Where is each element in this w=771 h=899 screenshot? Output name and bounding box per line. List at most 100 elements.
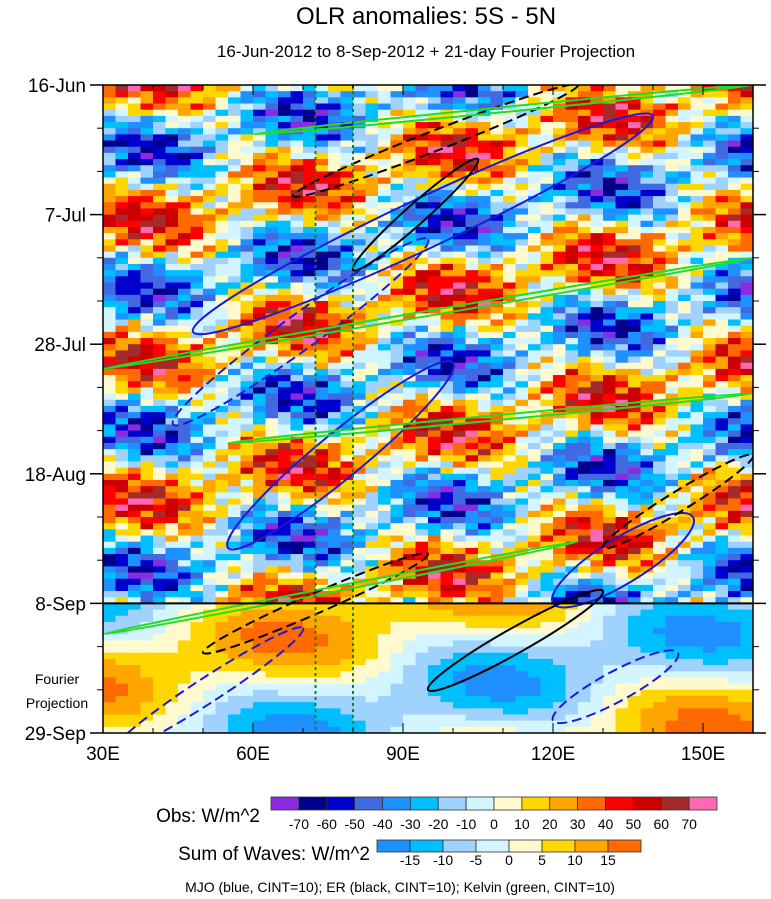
- field-cell: [228, 455, 241, 462]
- field-cell: [578, 547, 591, 555]
- field-cell: [553, 319, 566, 327]
- field-cell: [215, 510, 229, 518]
- field-cell: [440, 584, 454, 592]
- field-cell: [290, 362, 304, 370]
- field-cell: [203, 646, 216, 654]
- field-cell: [378, 233, 391, 240]
- field-cell: [378, 671, 391, 678]
- field-cell: [653, 233, 666, 240]
- field-cell: [303, 375, 316, 382]
- field-cell: [465, 97, 479, 105]
- field-cell: [240, 282, 254, 290]
- field-cell: [228, 128, 241, 135]
- field-cell: [353, 381, 366, 388]
- field-cell: [615, 442, 629, 450]
- field-cell: [665, 541, 679, 549]
- field-cell: [415, 270, 429, 277]
- field-cell: [678, 239, 691, 246]
- field-cell: [715, 572, 729, 580]
- field-cell: [378, 91, 391, 98]
- field-cell: [453, 658, 466, 666]
- field-cell: [515, 97, 529, 105]
- field-cell: [253, 405, 266, 413]
- field-cell: [640, 319, 654, 327]
- field-cell: [228, 442, 241, 450]
- field-cell: [215, 430, 229, 438]
- field-cell: [740, 591, 753, 598]
- field-cell: [703, 368, 716, 376]
- field-cell: [615, 436, 629, 444]
- field-cell: [178, 196, 191, 203]
- field-cell: [515, 307, 529, 314]
- field-cell: [178, 239, 191, 246]
- field-cell: [578, 418, 591, 425]
- field-cell: [615, 449, 629, 456]
- field-cell: [265, 535, 279, 543]
- field-cell: [265, 362, 279, 370]
- field-cell: [428, 122, 441, 129]
- field-cell: [715, 103, 729, 111]
- field-cell: [415, 535, 429, 543]
- field-cell: [240, 578, 254, 586]
- field-cell: [353, 560, 366, 567]
- field-cell: [265, 442, 279, 450]
- field-cell: [590, 467, 604, 475]
- field-cell: [665, 535, 679, 543]
- field-cell: [340, 152, 354, 160]
- field-cell: [140, 331, 154, 339]
- field-cell: [203, 418, 216, 425]
- field-cell: [340, 128, 354, 135]
- field-cell: [540, 387, 554, 395]
- field-cell: [665, 220, 679, 228]
- field-cell: [540, 665, 554, 672]
- field-cell: [403, 461, 416, 469]
- field-cell: [603, 560, 616, 567]
- field-cell: [440, 671, 454, 678]
- field-cell: [653, 554, 666, 561]
- field-cell: [528, 233, 541, 240]
- field-cell: [103, 368, 116, 376]
- field-cell: [190, 177, 204, 185]
- field-cell: [365, 251, 379, 259]
- field-cell: [628, 393, 641, 401]
- field-cell: [203, 479, 216, 487]
- field-cell: [365, 128, 379, 135]
- field-cell: [478, 146, 491, 154]
- field-cell: [478, 368, 491, 376]
- field-cell: [253, 430, 266, 438]
- field-cell: [465, 628, 479, 635]
- field-cell: [153, 368, 166, 376]
- field-cell: [640, 146, 654, 154]
- field-cell: [303, 455, 316, 462]
- field-cell: [253, 510, 266, 518]
- field-cell: [740, 492, 753, 499]
- field-cell: [690, 152, 704, 160]
- field-cell: [240, 609, 254, 617]
- field-cell: [578, 91, 591, 98]
- field-cell: [665, 183, 679, 191]
- field-cell: [303, 171, 316, 179]
- field-cell: [403, 535, 416, 543]
- field-cell: [203, 368, 216, 376]
- field-cell: [540, 418, 554, 425]
- field-cell: [353, 504, 366, 512]
- field-cell: [303, 578, 316, 586]
- field-cell: [228, 584, 241, 592]
- field-cell: [128, 257, 141, 265]
- field-cell: [140, 566, 154, 574]
- field-cell: [528, 603, 541, 611]
- field-cell: [715, 541, 729, 549]
- field-cell: [428, 529, 441, 537]
- field-cell: [328, 597, 341, 604]
- field-cell: [453, 535, 466, 543]
- field-cell: [690, 159, 704, 166]
- field-cell: [128, 603, 141, 611]
- field-cell: [628, 152, 641, 160]
- field-cell: [215, 220, 229, 228]
- field-cell: [665, 146, 679, 154]
- field-cell: [690, 220, 704, 228]
- field-cell: [540, 109, 554, 117]
- field-cell: [178, 140, 191, 148]
- field-cell: [203, 115, 216, 123]
- field-cell: [128, 301, 141, 308]
